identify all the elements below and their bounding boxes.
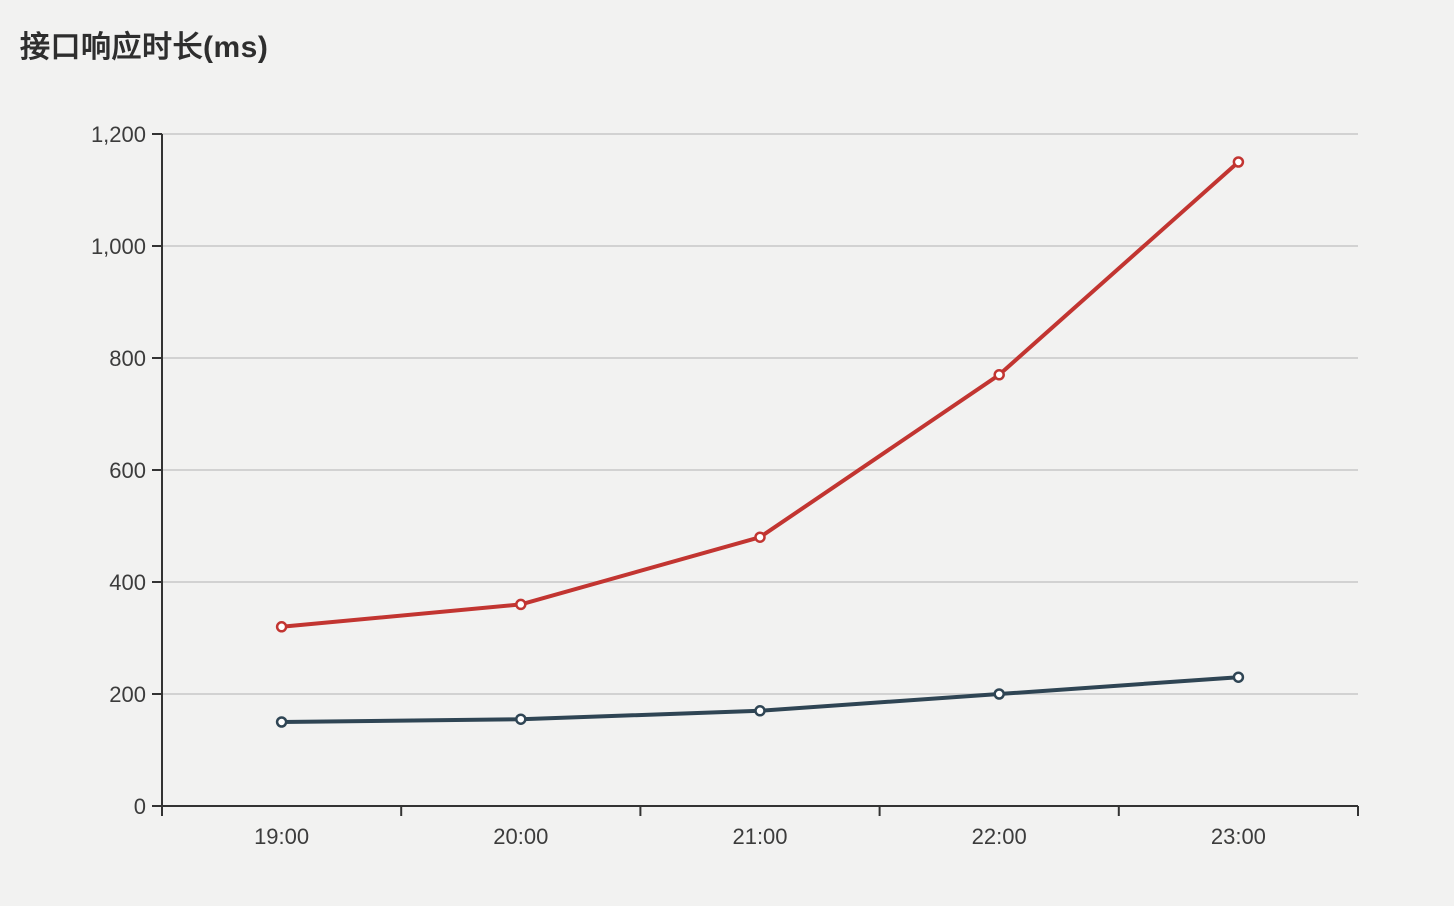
x-tick-label: 20:00 xyxy=(493,824,548,849)
data-point-series-red[interactable] xyxy=(754,531,766,543)
y-tick-label: 1,200 xyxy=(91,122,146,147)
y-tick-label: 1,000 xyxy=(91,234,146,259)
data-point-series-red[interactable] xyxy=(515,598,527,611)
y-tick-label: 400 xyxy=(109,570,146,595)
data-point-series-dark[interactable] xyxy=(754,705,766,717)
x-tick-label: 19:00 xyxy=(254,824,309,849)
y-tick-label: 0 xyxy=(134,794,146,819)
series-red-line xyxy=(279,160,1241,629)
data-point-series-dark[interactable] xyxy=(275,716,288,728)
x-tick-label: 23:00 xyxy=(1211,824,1266,849)
y-tick-label: 800 xyxy=(109,346,146,371)
data-point-series-dark[interactable] xyxy=(515,713,527,725)
y-tick-label: 600 xyxy=(109,458,146,483)
y-tick-label: 200 xyxy=(109,682,146,707)
data-point-series-red[interactable] xyxy=(993,369,1005,381)
data-point-series-red[interactable] xyxy=(275,621,288,633)
x-tick-label: 21:00 xyxy=(732,824,787,849)
chart-title: 接口响应时长(ms) xyxy=(20,31,269,64)
data-point-series-red[interactable] xyxy=(1232,156,1245,168)
data-point-series-dark[interactable] xyxy=(993,688,1005,700)
data-point-series-dark[interactable] xyxy=(1232,671,1245,683)
x-tick-label: 22:00 xyxy=(972,824,1027,849)
